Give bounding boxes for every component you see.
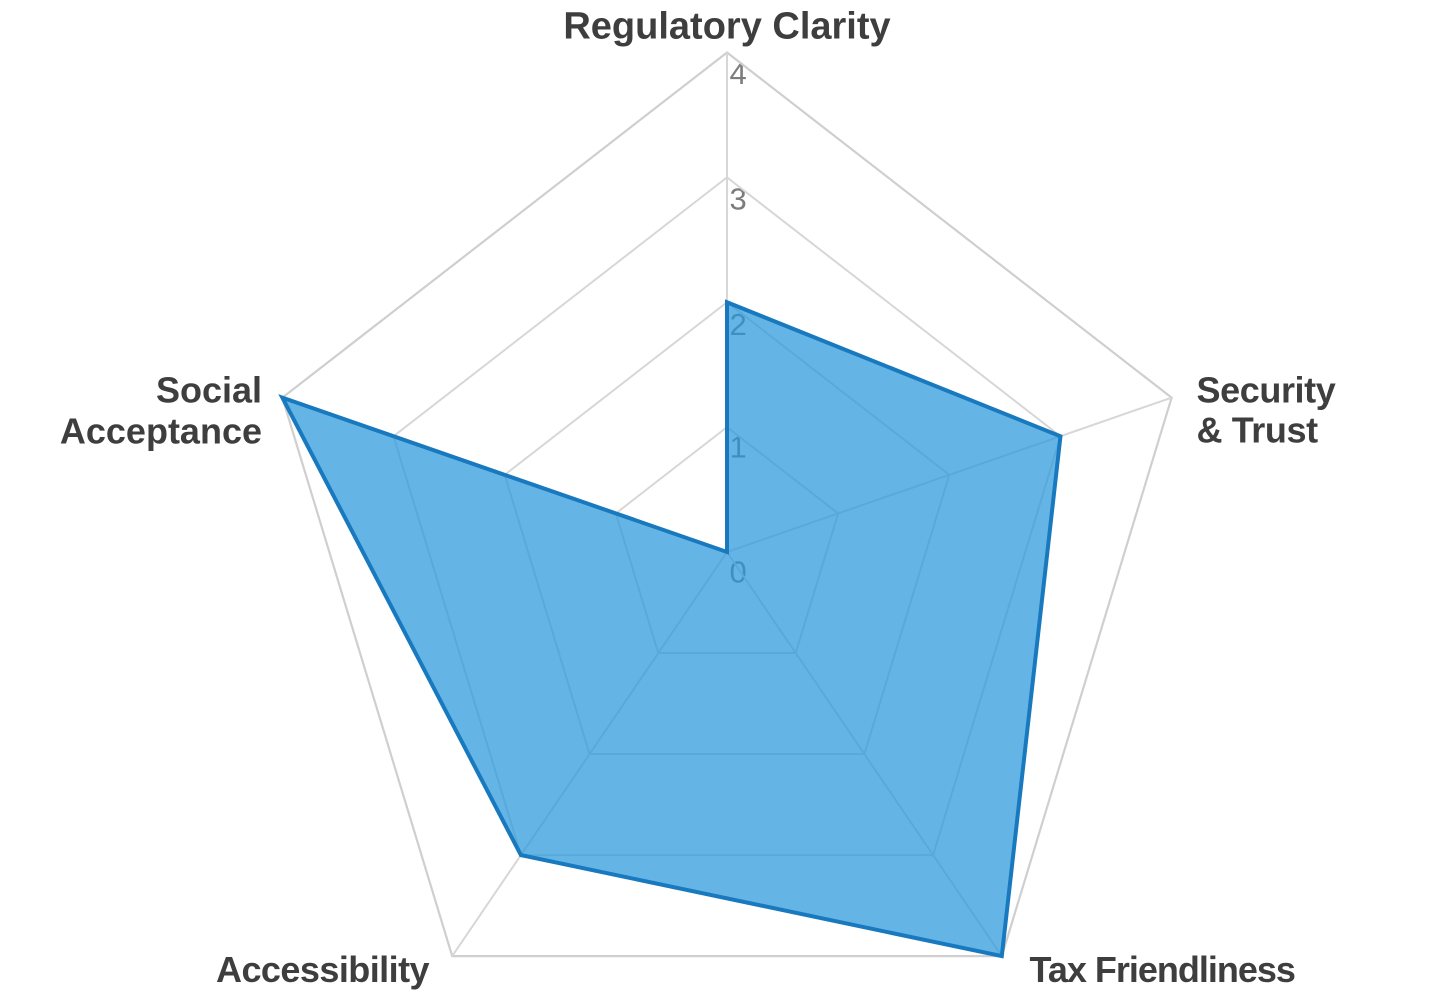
svg-text:& Trust: & Trust [1197,410,1319,451]
svg-text:Acceptance: Acceptance [60,411,262,452]
svg-text:Accessibility: Accessibility [216,949,429,990]
svg-text:Security: Security [1197,370,1336,411]
svg-text:Social: Social [156,370,262,411]
svg-text:Tax Friendliness: Tax Friendliness [1030,949,1295,990]
svg-text:Regulatory Clarity: Regulatory Clarity [563,6,890,48]
